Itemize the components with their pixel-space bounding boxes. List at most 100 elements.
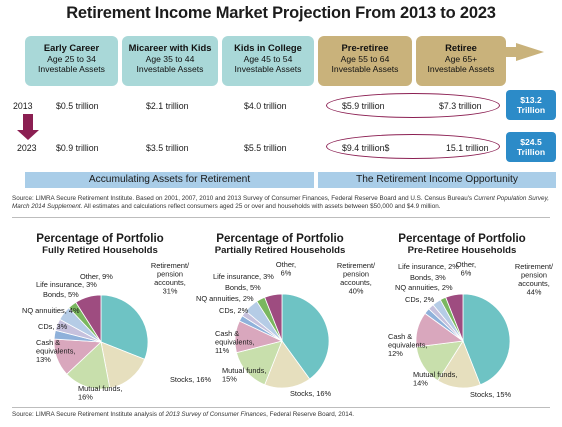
- pie-label-other: Other, 6%: [456, 260, 476, 278]
- total-2023-unit: Trillion: [516, 147, 546, 157]
- pie-slice-retirement: [281, 293, 330, 380]
- stage-name: Retiree: [445, 42, 477, 53]
- total-2023-amount: $24.5: [520, 137, 542, 147]
- pie-subtitle: Partially Retired Households: [214, 245, 346, 256]
- value-2023-early: $0.9 trillion: [56, 143, 99, 153]
- value-2013-mid: $2.1 trillion: [146, 101, 189, 111]
- pie-label-retirement: Retirement/pension accounts, 44%: [515, 262, 554, 297]
- stage-pre-retiree: Pre-retiree Age 55 to 64 Investable Asse…: [318, 36, 412, 86]
- pie-label-retirement: Retirement/pension accounts, 31%: [151, 261, 190, 296]
- stage-assets: Investable Assets: [234, 64, 302, 74]
- year-2013-label: 2013: [13, 101, 33, 111]
- pie-subtitle: Pre-Retiree Households: [407, 245, 517, 256]
- divider: [12, 217, 550, 218]
- value-2023-college: $5.5 trillion: [244, 143, 287, 153]
- stage-age: Age 45 to 54: [243, 54, 293, 64]
- total-2013-unit: Trillion: [516, 105, 546, 115]
- stage-assets: Investable Assets: [331, 64, 399, 74]
- pie-label-bonds: Bonds, 3%: [410, 273, 446, 282]
- banner-income-opportunity: The Retirement Income Opportunity: [318, 172, 556, 188]
- stage-name: Pre-retiree: [341, 42, 389, 53]
- pie-slice-mutual: [66, 341, 111, 390]
- pie-label-cds: CDs, 2%: [405, 295, 435, 304]
- pie-chart-3: Retirement/pension accounts, 44% Stocks, 15…: [388, 260, 554, 399]
- pie-label-mutual: Mutual funds, 16%: [78, 384, 122, 402]
- pie-slice-other: [445, 293, 464, 342]
- source-text: , Federal Reserve Board, 2014.: [266, 411, 354, 418]
- pie-label-nq: NQ annuities, 2%: [196, 294, 254, 303]
- pie-label-nq: NQ annuities, 4%: [22, 306, 80, 315]
- pie-slice-stocks: [264, 340, 311, 389]
- pie-title-pre-retiree: Percentage of Portfolio Pre-Retiree Hous…: [372, 232, 552, 256]
- pie-slice-other: [75, 294, 102, 344]
- banner-accumulating: Accumulating Assets for Retirement: [25, 172, 314, 188]
- stage-age: Age 65+: [444, 54, 478, 64]
- oval-highlight-2013: [326, 93, 500, 118]
- pie-label-stocks: Stocks, 16%: [170, 375, 212, 384]
- pie-title: Percentage of Portfolio: [398, 232, 526, 245]
- pie-slice-other: [264, 293, 283, 342]
- divider: [12, 407, 550, 408]
- value-2023-mid: $3.5 trillion: [146, 143, 189, 153]
- source-note-top: Source: LIMRA Secure Retirement Institut…: [12, 195, 552, 211]
- pie-slice-retirement: [100, 294, 149, 360]
- pie-label-cash: Cash & equivalents, 13%: [36, 338, 75, 364]
- value-2013-college: $4.0 trillion: [244, 101, 287, 111]
- stage-early-career: Early Career Age 25 to 34 Investable Ass…: [25, 36, 118, 86]
- pie-slice-stocks: [100, 341, 146, 389]
- source-italic: Current Population Survey, March 2014 Su…: [12, 195, 549, 210]
- source-italic: 2013 Survey of Consumer Finances: [165, 411, 267, 418]
- stage-retiree: Retiree Age 65+ Investable Assets: [416, 36, 506, 86]
- pie-label-life: Life insurance, 3%: [36, 280, 97, 289]
- pie-label-stocks: Stocks, 15%: [470, 390, 512, 399]
- stage-age: Age 55 to 64: [340, 54, 390, 64]
- pie-label-life: Life insurance, 2%: [398, 262, 459, 271]
- pie-chart-2: Retirement/pension accounts, 40% Stocks, 16…: [196, 260, 376, 398]
- stage-assets: Investable Assets: [38, 64, 105, 74]
- pie-label-cash: Cash & equivalents, 12%: [388, 332, 427, 358]
- pie-label-life: Life insurance, 3%: [213, 272, 274, 281]
- pie-label-bonds: Bonds, 5%: [43, 290, 79, 299]
- pie-label-stocks: Stocks, 16%: [290, 389, 332, 398]
- stage-midcareer: Micareer with Kids Age 35 to 44 Investab…: [122, 36, 218, 86]
- pie-label-cds: CDs, 3%: [38, 322, 68, 331]
- stage-assets: Investable Assets: [136, 64, 204, 74]
- pie-slice-retirement: [462, 293, 511, 386]
- pie-label-mutual: Mutual funds, 15%: [222, 366, 266, 384]
- year-2023-label: 2023: [17, 143, 37, 153]
- stage-assets: Investable Assets: [427, 64, 495, 74]
- source-text: Source: LIMRA Secure Retirement Institut…: [12, 411, 166, 418]
- stage-age: Age 35 to 44: [145, 54, 195, 64]
- pie-label-cds: CDs, 2%: [219, 306, 249, 315]
- timeline-arrow-body: [504, 47, 518, 57]
- source-text: All estimates and calculations reflect c…: [82, 203, 441, 210]
- stage-name: Early Career: [43, 42, 100, 53]
- stage-age: Age 25 to 34: [47, 54, 96, 64]
- timeline-arrow-icon: [516, 43, 544, 61]
- pie-title-partially-retired: Percentage of Portfolio Partially Retire…: [190, 232, 370, 256]
- source-text: Source: LIMRA Secure Retirement Institut…: [12, 195, 474, 202]
- source-note-bottom: Source: LIMRA Secure Retirement Institut…: [12, 411, 552, 419]
- pie-title: Percentage of Portfolio: [216, 232, 344, 245]
- total-2013-amount: $13.2: [520, 95, 542, 105]
- down-arrow-body: [23, 114, 33, 132]
- pie-subtitle: Fully Retired Households: [42, 245, 158, 256]
- pie-label-other: Other, 9%: [80, 272, 113, 281]
- pie-chart-1: Retirement/pension accounts, 31% Stocks, 16…: [22, 261, 212, 402]
- pie-title: Percentage of Portfolio: [36, 232, 164, 245]
- pie-label-other: Other, 6%: [276, 260, 296, 278]
- total-2013-badge: $13.2 Trillion: [506, 90, 556, 120]
- pie-label-nq: NQ annuities, 2%: [395, 283, 453, 292]
- pie-label-bonds: Bonds, 5%: [225, 283, 261, 292]
- oval-highlight-2023: [326, 134, 500, 159]
- total-2023-badge: $24.5 Trillion: [506, 132, 556, 162]
- pie-title-fully-retired: Percentage of Portfolio Fully Retired Ho…: [10, 232, 190, 256]
- pie-label-cash: Cash & equivalents, 11%: [215, 329, 254, 355]
- stage-name: Micareer with Kids: [128, 42, 212, 53]
- pie-label-mutual: Mutual funds, 14%: [413, 370, 457, 388]
- page-title: Retirement Income Market Projection From…: [66, 4, 496, 22]
- stage-kids-in-college: Kids in College Age 45 to 54 Investable …: [222, 36, 314, 86]
- pie-label-retirement: Retirement/pension accounts, 40%: [337, 261, 376, 296]
- stage-name: Kids in College: [234, 42, 302, 53]
